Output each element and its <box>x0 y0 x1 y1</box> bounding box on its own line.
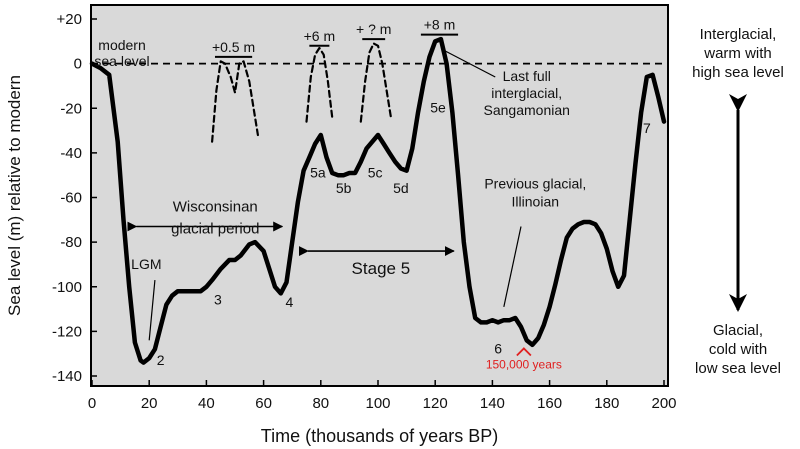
highstand-label-2: + ? m <box>356 21 391 37</box>
last-interglacial-label-0: Last full <box>503 68 551 84</box>
previous-glacial-pointer <box>503 226 522 307</box>
y-tick-label--80: -80 <box>60 234 82 251</box>
sea-level-curve <box>89 36 667 365</box>
side-legend: Interglacial, warm with high sea level Glac… <box>692 26 784 377</box>
stage-label-5b: 5b <box>336 180 352 196</box>
x-tick-label-140: 140 <box>480 395 505 412</box>
highstand-label-1: +6 m <box>304 28 336 44</box>
y-tick-label--20: -20 <box>60 100 82 117</box>
highstand-curve-1 <box>211 60 259 143</box>
highstand-curve-3 <box>359 42 392 123</box>
last-interglacial-label-1: interglacial, <box>491 85 562 101</box>
stage-label-5a: 5a <box>310 164 326 180</box>
x-tick-label-160: 160 <box>537 395 562 412</box>
modern-sea-level-label: modern sea level <box>94 37 149 69</box>
highstand-label-0: +0.5 m <box>212 39 255 55</box>
side-legend-top-2: high sea level <box>692 64 784 81</box>
x-tick-label-80: 80 <box>312 395 329 412</box>
x-tick-label-100: 100 <box>365 395 390 412</box>
y-tick-label-0: 0 <box>74 56 82 73</box>
previous-glacial-label-1: Illinoian <box>512 194 559 210</box>
stage-label-7: 7 <box>643 120 651 136</box>
side-legend-top-1: warm with <box>703 45 772 62</box>
last-interglacial-label-2: Sangamonian <box>484 102 570 118</box>
highstand-label-3: +8 m <box>424 17 456 33</box>
side-legend-bottom-0: Glacial, <box>713 322 763 339</box>
x-tick-label-120: 120 <box>423 395 448 412</box>
stage-label-6: 6 <box>494 341 502 357</box>
x-tick-label-40: 40 <box>198 395 215 412</box>
annotation-layer: +0.5 m +6 m + ? m +8 m 2 3 4 5a 5b 5c 5d 5e 6 7 LGM mod… <box>94 17 651 372</box>
lgm-pointer <box>148 279 156 341</box>
highstand-curve-2 <box>305 46 334 123</box>
stage-label-lgm: LGM <box>131 256 161 272</box>
stage-label-3: 3 <box>214 292 222 308</box>
y-axis-label: Sea level (m) relative to modern <box>5 75 24 316</box>
stage-label-5d: 5d <box>393 180 409 196</box>
x-axis-label: Time (thousands of years BP) <box>261 426 498 446</box>
y-tick-label--40: -40 <box>60 145 82 162</box>
previous-glacial-label-0: Previous glacial, <box>484 176 586 192</box>
stage-label-2: 2 <box>157 352 165 368</box>
x-tick-label-60: 60 <box>255 395 272 412</box>
stage-label-5c: 5c <box>368 164 383 180</box>
y-tick-label--60: -60 <box>60 190 82 207</box>
wisconsinan-label-0: Wisconsinan <box>173 199 258 216</box>
last-interglacial-pointer <box>443 49 496 78</box>
x-tick-label-0: 0 <box>88 395 96 412</box>
red-marker-label: 150,000 years <box>486 357 562 371</box>
stage-label-4: 4 <box>285 294 293 310</box>
x-tick-label-180: 180 <box>594 395 619 412</box>
plot-area <box>90 4 669 387</box>
y-tick-label--140: -140 <box>52 368 82 385</box>
stage5-label: Stage 5 <box>352 259 411 278</box>
red-marker <box>516 347 532 357</box>
axis-layer: 0 20 40 60 80 100 120 140 160 180 200 +20 0 -20 -40 -60… <box>52 11 677 412</box>
x-tick-label-200: 200 <box>651 395 676 412</box>
y-tick-label--100: -100 <box>52 279 82 296</box>
side-legend-bottom-2: low sea level <box>695 360 781 377</box>
wisconsinan-label-1: glacial period <box>171 221 259 238</box>
series-layer <box>89 36 667 365</box>
y-tick-label-20: +20 <box>57 11 82 28</box>
side-legend-top-0: Interglacial, <box>700 26 777 43</box>
y-tick-label--120: -120 <box>52 323 82 340</box>
side-legend-bottom-1: cold with <box>709 341 767 358</box>
stage-label-5e: 5e <box>430 100 446 116</box>
x-tick-label-20: 20 <box>141 395 158 412</box>
